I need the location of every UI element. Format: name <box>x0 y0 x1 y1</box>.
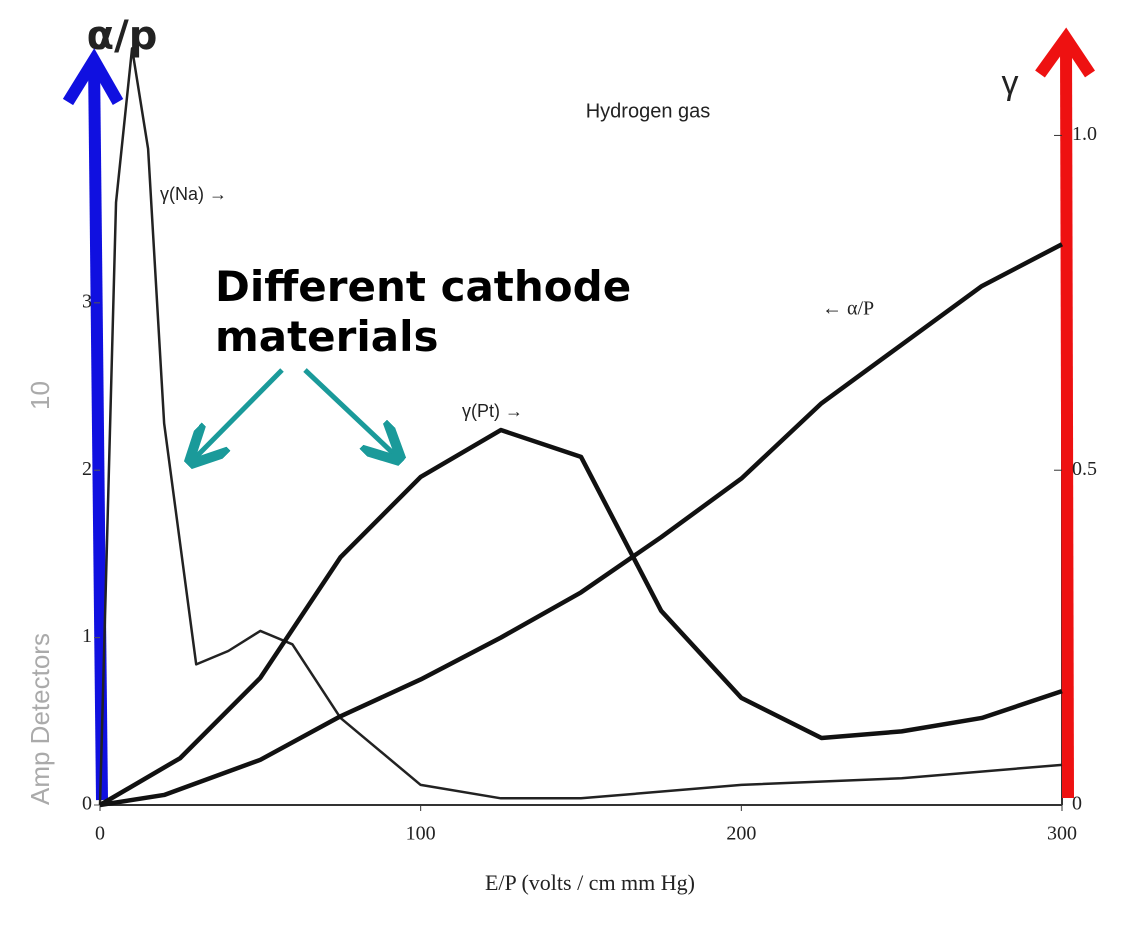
side-number: 10 <box>25 381 55 410</box>
series-line <box>99 242 1064 808</box>
y-tick-label: 1 <box>82 625 92 647</box>
curve-label: ← α/P <box>822 298 874 320</box>
y-tick-label: 3 <box>82 290 92 312</box>
y2-tick-label: 1.0 <box>1072 123 1097 145</box>
curve-label: γ(Na) → <box>160 184 227 204</box>
series-line <box>98 47 1063 806</box>
right-arrow-head <box>1035 27 1095 78</box>
curve-label: γ(Pt) → <box>462 401 523 421</box>
right-axis-arrow <box>1060 39 1074 799</box>
side-text: Amp Detectors <box>25 633 55 805</box>
x-tick-label: 200 <box>726 823 756 845</box>
annotation-arrow <box>195 368 284 458</box>
y2-tick-label: 0.5 <box>1072 458 1097 480</box>
y-tick-label: 2 <box>82 458 92 480</box>
y-axis-label: α/p <box>87 13 158 59</box>
y2-tick-label: 0 <box>1072 793 1082 815</box>
y2-axis-label: γ <box>1002 64 1019 102</box>
annotation: Different cathode materials <box>215 262 632 361</box>
series-line <box>98 427 1063 807</box>
x-tick-label: 0 <box>95 823 105 845</box>
annotation-arrow <box>303 368 395 455</box>
x-axis-label: E/P (volts / cm mm Hg) <box>485 870 695 895</box>
y-tick-label: 0 <box>82 793 92 815</box>
x-tick-label: 300 <box>1047 823 1077 845</box>
x-tick-label: 100 <box>406 823 436 845</box>
left-axis-arrow <box>88 59 108 801</box>
left-arrow-head <box>62 48 124 106</box>
chart-title: Hydrogen gas <box>586 100 711 122</box>
